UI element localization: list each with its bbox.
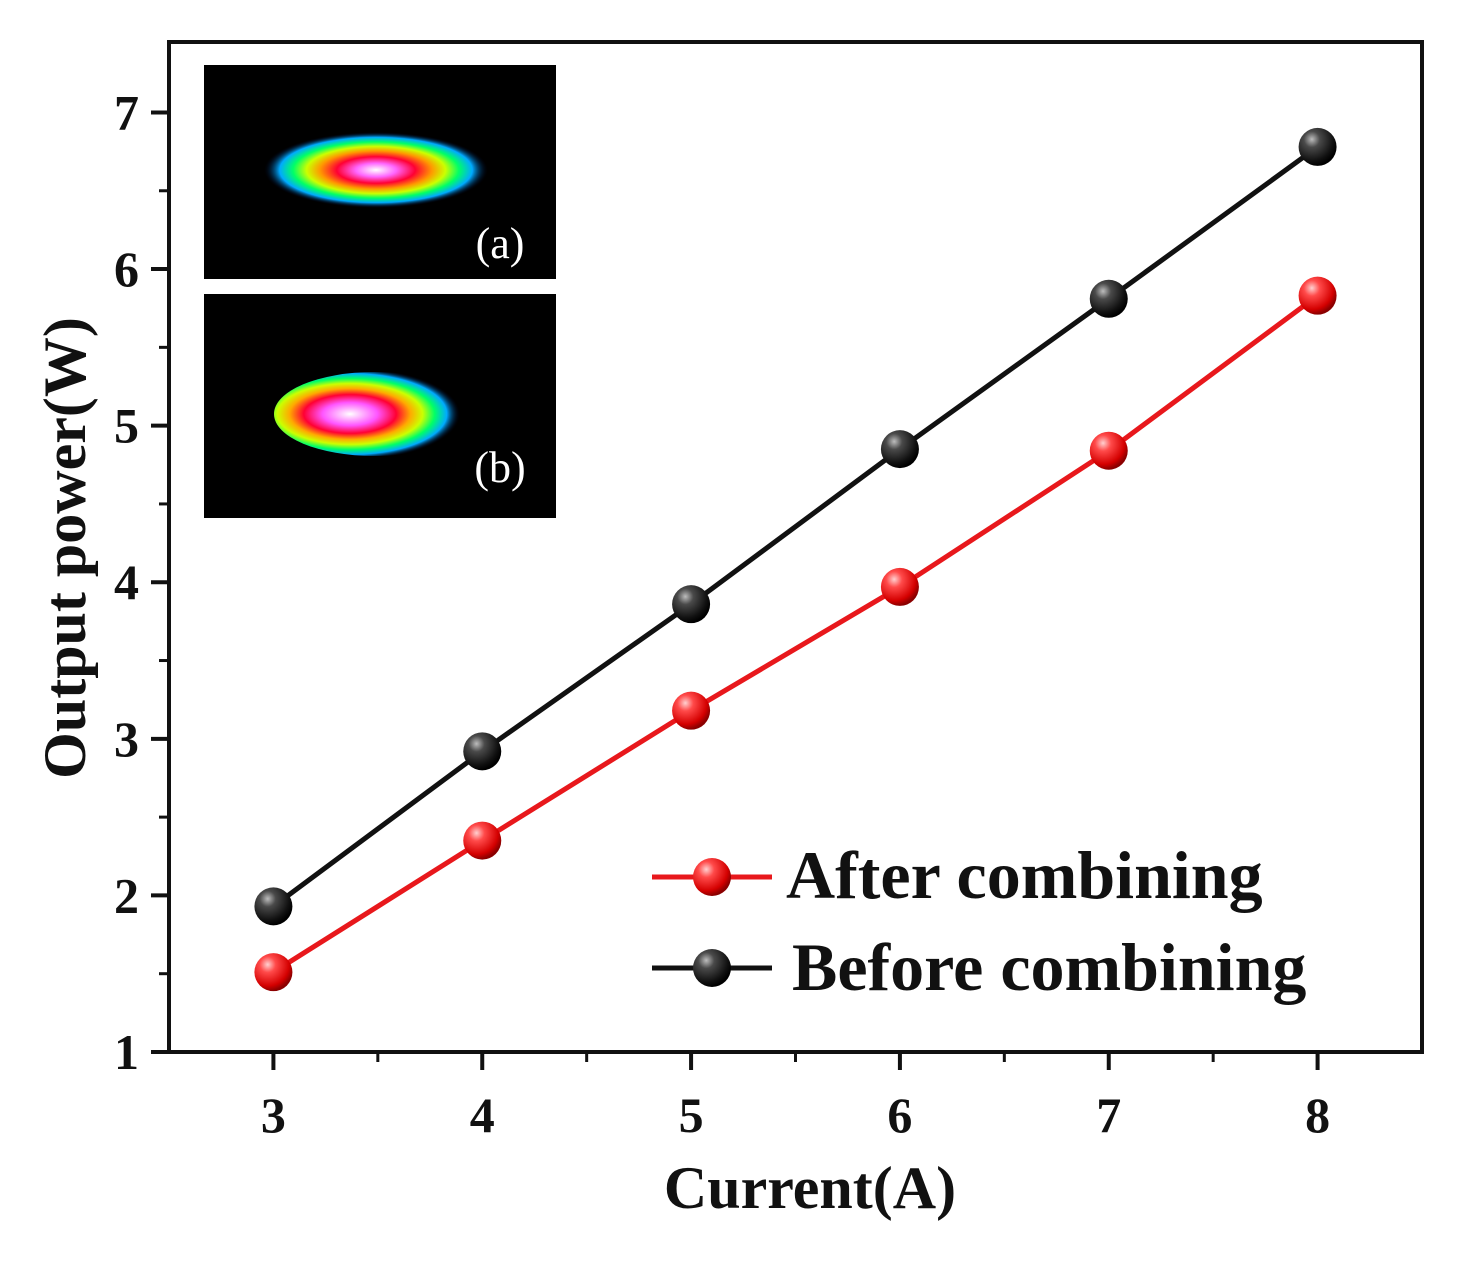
inset-a: (a) bbox=[204, 65, 556, 279]
data-point-before-combining bbox=[463, 732, 502, 771]
inset-a-beam bbox=[264, 132, 488, 208]
data-point-after-combining bbox=[1089, 431, 1128, 470]
series-line-before-combining bbox=[271, 144, 1320, 909]
legend-marker-before bbox=[693, 949, 731, 987]
legend-label-after: After combining bbox=[786, 837, 1263, 913]
x-tick-label: 8 bbox=[1305, 1087, 1330, 1143]
x-tick-label: 3 bbox=[261, 1087, 286, 1143]
y-tick-label: 5 bbox=[114, 398, 139, 454]
data-point-after-combining bbox=[880, 567, 919, 606]
x-tick-label: 5 bbox=[679, 1087, 704, 1143]
data-point-after-combining bbox=[254, 953, 293, 992]
data-point-after-combining bbox=[463, 821, 502, 860]
data-point-after-combining bbox=[1298, 276, 1337, 315]
y-tick-label: 2 bbox=[114, 867, 139, 923]
legend-label-before: Before combining bbox=[792, 929, 1306, 1005]
x-tick-label: 4 bbox=[470, 1087, 495, 1143]
data-point-before-combining bbox=[880, 430, 919, 469]
y-axis-ticks: 1 2 3 4 5 6 7 bbox=[114, 84, 169, 1080]
x-axis-ticks: 3 4 5 6 7 8 bbox=[261, 1052, 1330, 1143]
data-point-before-combining bbox=[1089, 279, 1128, 318]
y-tick-label: 6 bbox=[114, 241, 139, 297]
inset-b-label: (b) bbox=[474, 443, 525, 492]
inset-a-label: (a) bbox=[476, 219, 525, 268]
inset-b: (b) bbox=[204, 294, 556, 518]
series-group bbox=[254, 127, 1337, 992]
legend: After combining Before combining bbox=[652, 837, 1306, 1005]
y-tick-label: 7 bbox=[114, 84, 139, 140]
series-line-after-combining bbox=[272, 293, 1320, 975]
x-tick-label: 6 bbox=[887, 1087, 912, 1143]
x-tick-label: 7 bbox=[1096, 1087, 1121, 1143]
y-tick-label: 1 bbox=[114, 1024, 139, 1080]
data-point-after-combining bbox=[672, 691, 711, 730]
y-axis-title: Output power(W) bbox=[32, 317, 98, 779]
data-point-before-combining bbox=[672, 585, 711, 624]
legend-marker-after bbox=[693, 858, 731, 896]
data-point-before-combining bbox=[1298, 127, 1337, 166]
y-tick-label: 3 bbox=[114, 711, 139, 767]
y-tick-label: 4 bbox=[114, 554, 139, 610]
data-point-before-combining bbox=[254, 887, 293, 926]
inset-b-beam bbox=[274, 372, 474, 456]
x-axis-title: Current(A) bbox=[664, 1155, 956, 1221]
